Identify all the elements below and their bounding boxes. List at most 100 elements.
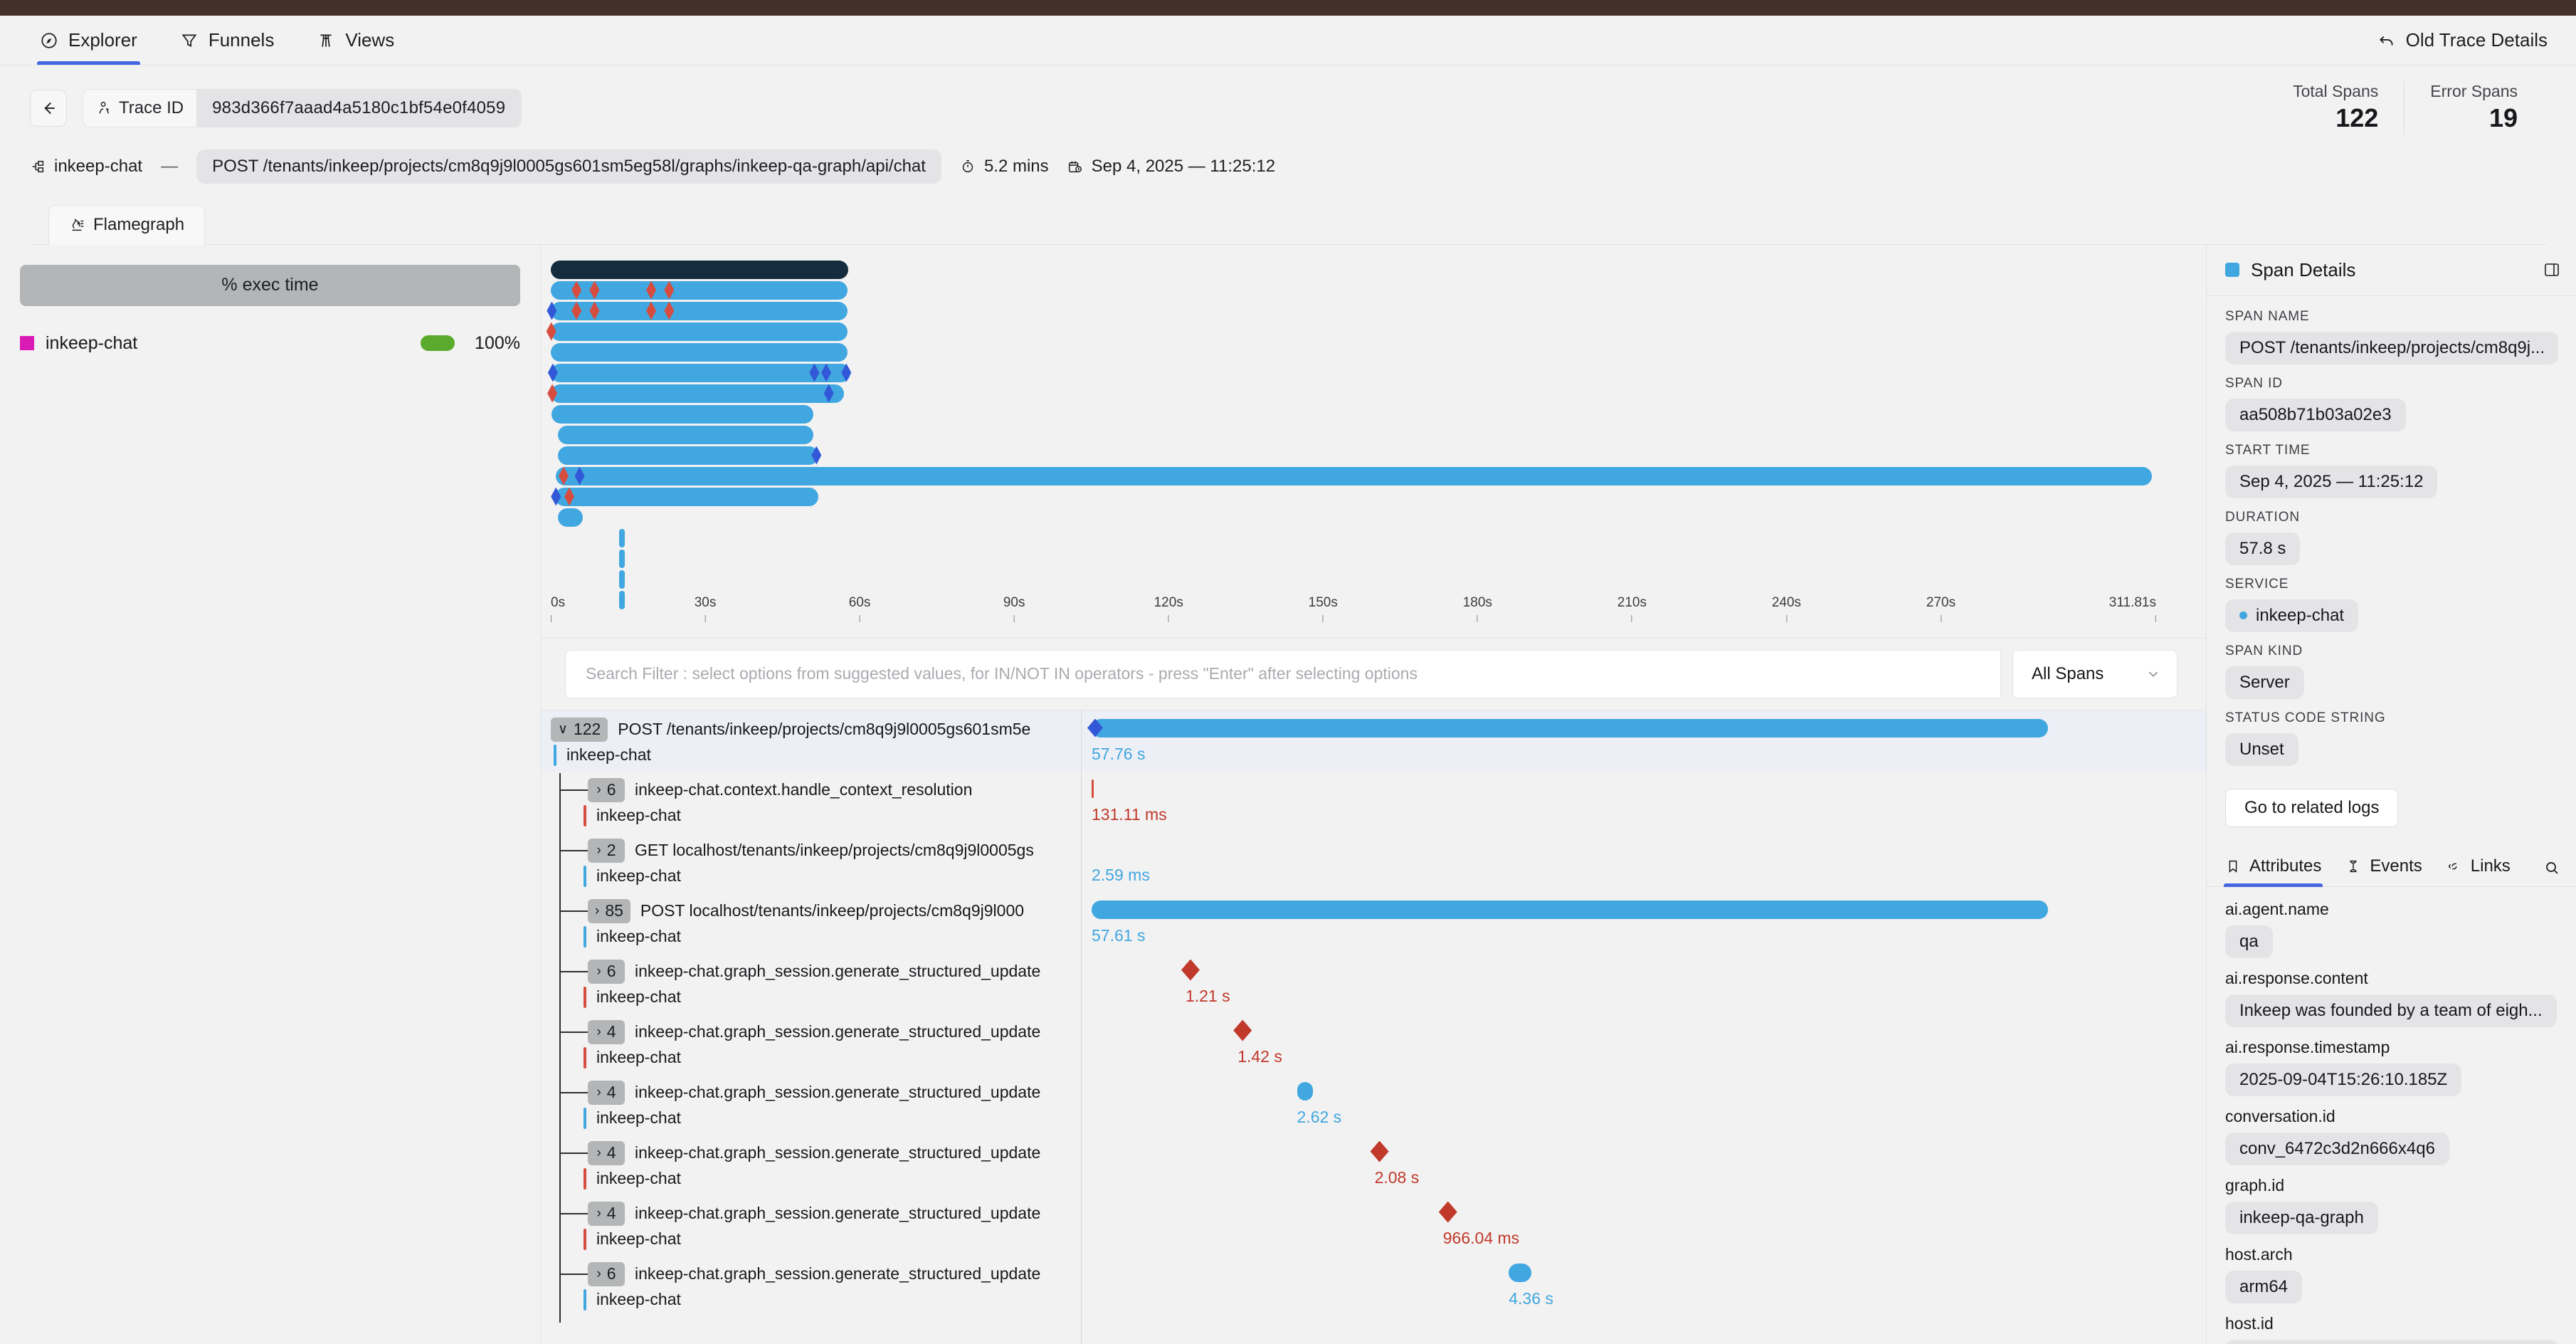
flamegraph-bar[interactable] <box>551 322 848 341</box>
flamegraph-bar[interactable] <box>558 425 813 444</box>
span-error-marker[interactable] <box>1370 1140 1389 1162</box>
flamegraph-bar[interactable] <box>551 384 845 403</box>
flamegraph-error-marker[interactable] <box>571 280 582 300</box>
span-duration-bar[interactable] <box>1092 900 2049 919</box>
attribute-value[interactable]: inkeep-qa-graph <box>2225 1201 2378 1234</box>
flamegraph-canvas[interactable]: 0s 30s 60s 90s 120s 150s 180s 210s 240s 270s 311.8… <box>541 260 2206 638</box>
flamegraph-bar[interactable] <box>618 549 625 568</box>
trace-id-chip[interactable]: Trace ID 983d366f7aaad4a5180c1bf54e0f405… <box>83 88 522 127</box>
waterfall-row[interactable]: 1.21 s <box>1082 952 2206 1013</box>
table-row[interactable]: › 85 POST localhost/tenants/inkeep/project… <box>541 892 1081 952</box>
flamegraph-bar[interactable] <box>551 404 813 424</box>
flamegraph-marker[interactable] <box>551 487 561 506</box>
tab-views[interactable]: Views <box>314 16 397 65</box>
waterfall-row[interactable]: 1.42 s <box>1082 1013 2206 1073</box>
table-row[interactable]: › 4 inkeep-chat.graph_session.generate_str… <box>541 1013 1081 1073</box>
flamegraph-error-marker[interactable] <box>559 466 569 485</box>
waterfall-row[interactable]: 966.04 ms <box>1082 1195 2206 1255</box>
expand-toggle[interactable]: › 85 <box>588 898 630 923</box>
flamegraph-bar[interactable] <box>558 508 583 527</box>
waterfall-row[interactable]: 57.61 s <box>1082 892 2206 952</box>
waterfall-row[interactable]: 131.11 ms <box>1082 771 2206 831</box>
table-row[interactable]: › 2 GET localhost/tenants/inkeep/projects/… <box>541 831 1081 892</box>
flamegraph-bar[interactable] <box>551 301 848 320</box>
flamegraph-bar[interactable] <box>618 528 625 547</box>
expand-toggle[interactable]: › 4 <box>588 1201 625 1226</box>
flamegraph-bar[interactable] <box>618 590 625 609</box>
waterfall-row[interactable]: 4.36 s <box>1082 1255 2206 1316</box>
tab-flamegraph[interactable]: Flamegraph <box>48 204 206 245</box>
flamegraph-bar[interactable] <box>551 342 848 362</box>
flamegraph-marker[interactable] <box>821 363 832 382</box>
span-error-marker[interactable] <box>1233 1019 1252 1041</box>
flamegraph-marker[interactable] <box>809 363 820 382</box>
span-duration-bar[interactable] <box>1297 1081 1313 1101</box>
span-duration-bar[interactable] <box>1092 718 2049 737</box>
flamegraph-bar[interactable] <box>558 446 819 465</box>
span-detail-value[interactable]: 57.8 s <box>2225 532 2301 565</box>
expand-toggle[interactable]: › 6 <box>588 1261 625 1286</box>
span-detail-value[interactable]: Sep 4, 2025 — 11:25:12 <box>2225 465 2438 498</box>
tab-links[interactable]: Links <box>2446 856 2511 886</box>
span-detail-value[interactable]: aa508b71b03a02e3 <box>2225 398 2406 431</box>
flamegraph-error-marker[interactable] <box>564 487 575 506</box>
waterfall-row[interactable]: 57.76 s <box>1082 710 2206 771</box>
flamegraph-error-marker[interactable] <box>646 280 657 300</box>
go-to-related-logs-button[interactable]: Go to related logs <box>2225 788 2399 827</box>
expand-toggle[interactable]: › 6 <box>588 777 625 802</box>
flamegraph-error-marker[interactable] <box>547 384 558 403</box>
flamegraph-error-marker[interactable] <box>664 280 675 300</box>
flamegraph-bar[interactable] <box>618 569 625 589</box>
flamegraph-bar[interactable] <box>551 260 849 279</box>
flamegraph-marker[interactable] <box>841 363 852 382</box>
flamegraph-error-marker[interactable] <box>546 322 556 341</box>
expand-toggle[interactable]: › 4 <box>588 1140 625 1165</box>
panel-collapse-icon[interactable] <box>2543 261 2560 278</box>
tab-funnels[interactable]: Funnels <box>177 16 278 65</box>
attribute-value[interactable]: 6606D175-01EC-5723-BF35-42A6486... <box>2225 1339 2558 1344</box>
flamegraph-marker[interactable] <box>547 301 557 320</box>
waterfall-row[interactable]: 2.08 s <box>1082 1134 2206 1195</box>
tab-attributes[interactable]: Attributes <box>2223 856 2323 887</box>
search-filter-input[interactable] <box>565 649 2001 698</box>
table-row[interactable]: › 4 inkeep-chat.graph_session.generate_str… <box>541 1073 1081 1134</box>
exec-time-header[interactable]: % exec time <box>20 264 520 306</box>
back-button[interactable] <box>30 89 67 127</box>
old-trace-details-button[interactable]: Old Trace Details <box>2377 29 2548 51</box>
span-detail-value[interactable]: POST /tenants/inkeep/projects/cm8q9j... <box>2225 331 2558 364</box>
flamegraph-bar[interactable] <box>556 466 2153 485</box>
expand-toggle[interactable]: › 2 <box>588 838 625 863</box>
span-detail-value[interactable]: Unset <box>2225 733 2298 766</box>
attribute-value[interactable]: conv_6472c3d2n666x4q6 <box>2225 1132 2449 1165</box>
attribute-value[interactable]: 2025-09-04T15:26:10.185Z <box>2225 1063 2462 1096</box>
search-icon[interactable] <box>2543 859 2560 886</box>
span-detail-value[interactable]: Server <box>2225 666 2304 699</box>
span-detail-value[interactable]: inkeep-chat <box>2225 599 2359 632</box>
expand-toggle[interactable]: › 4 <box>588 1019 625 1044</box>
tab-events[interactable]: Events <box>2345 856 2422 886</box>
span-duration-bar[interactable] <box>1092 779 1094 798</box>
span-error-marker[interactable] <box>1438 1201 1457 1223</box>
flamegraph-bar[interactable] <box>554 487 819 506</box>
span-error-marker[interactable] <box>1181 959 1200 981</box>
flamegraph-error-marker[interactable] <box>664 301 675 320</box>
table-row[interactable]: › 6 inkeep-chat.graph_session.generate_str… <box>541 1255 1081 1316</box>
waterfall-row[interactable]: 2.62 s <box>1082 1073 2206 1134</box>
expand-toggle[interactable]: ∨ 122 <box>551 717 608 742</box>
table-row[interactable]: › 4 inkeep-chat.graph_session.generate_str… <box>541 1134 1081 1195</box>
flamegraph-error-marker[interactable] <box>589 301 600 320</box>
flamegraph-error-marker[interactable] <box>571 301 582 320</box>
table-row[interactable]: ∨ 122 POST /tenants/inkeep/projects/cm8q9j… <box>541 710 1081 771</box>
span-scope-select[interactable]: All Spans <box>2012 649 2178 698</box>
attribute-value[interactable]: Inkeep was founded by a team of eigh... <box>2225 994 2557 1027</box>
table-row[interactable]: › 6 inkeep-chat.graph_session.generate_str… <box>541 952 1081 1013</box>
flamegraph-marker[interactable] <box>547 363 558 382</box>
flamegraph-marker[interactable] <box>811 446 822 465</box>
span-duration-bar[interactable] <box>1509 1263 1532 1282</box>
waterfall-row[interactable]: 2.59 ms <box>1082 831 2206 892</box>
flamegraph-marker[interactable] <box>574 466 585 485</box>
flamegraph-marker[interactable] <box>823 384 834 403</box>
tab-explorer[interactable]: Explorer <box>37 16 140 65</box>
flamegraph-error-marker[interactable] <box>646 301 657 320</box>
attribute-value[interactable]: qa <box>2225 925 2273 958</box>
